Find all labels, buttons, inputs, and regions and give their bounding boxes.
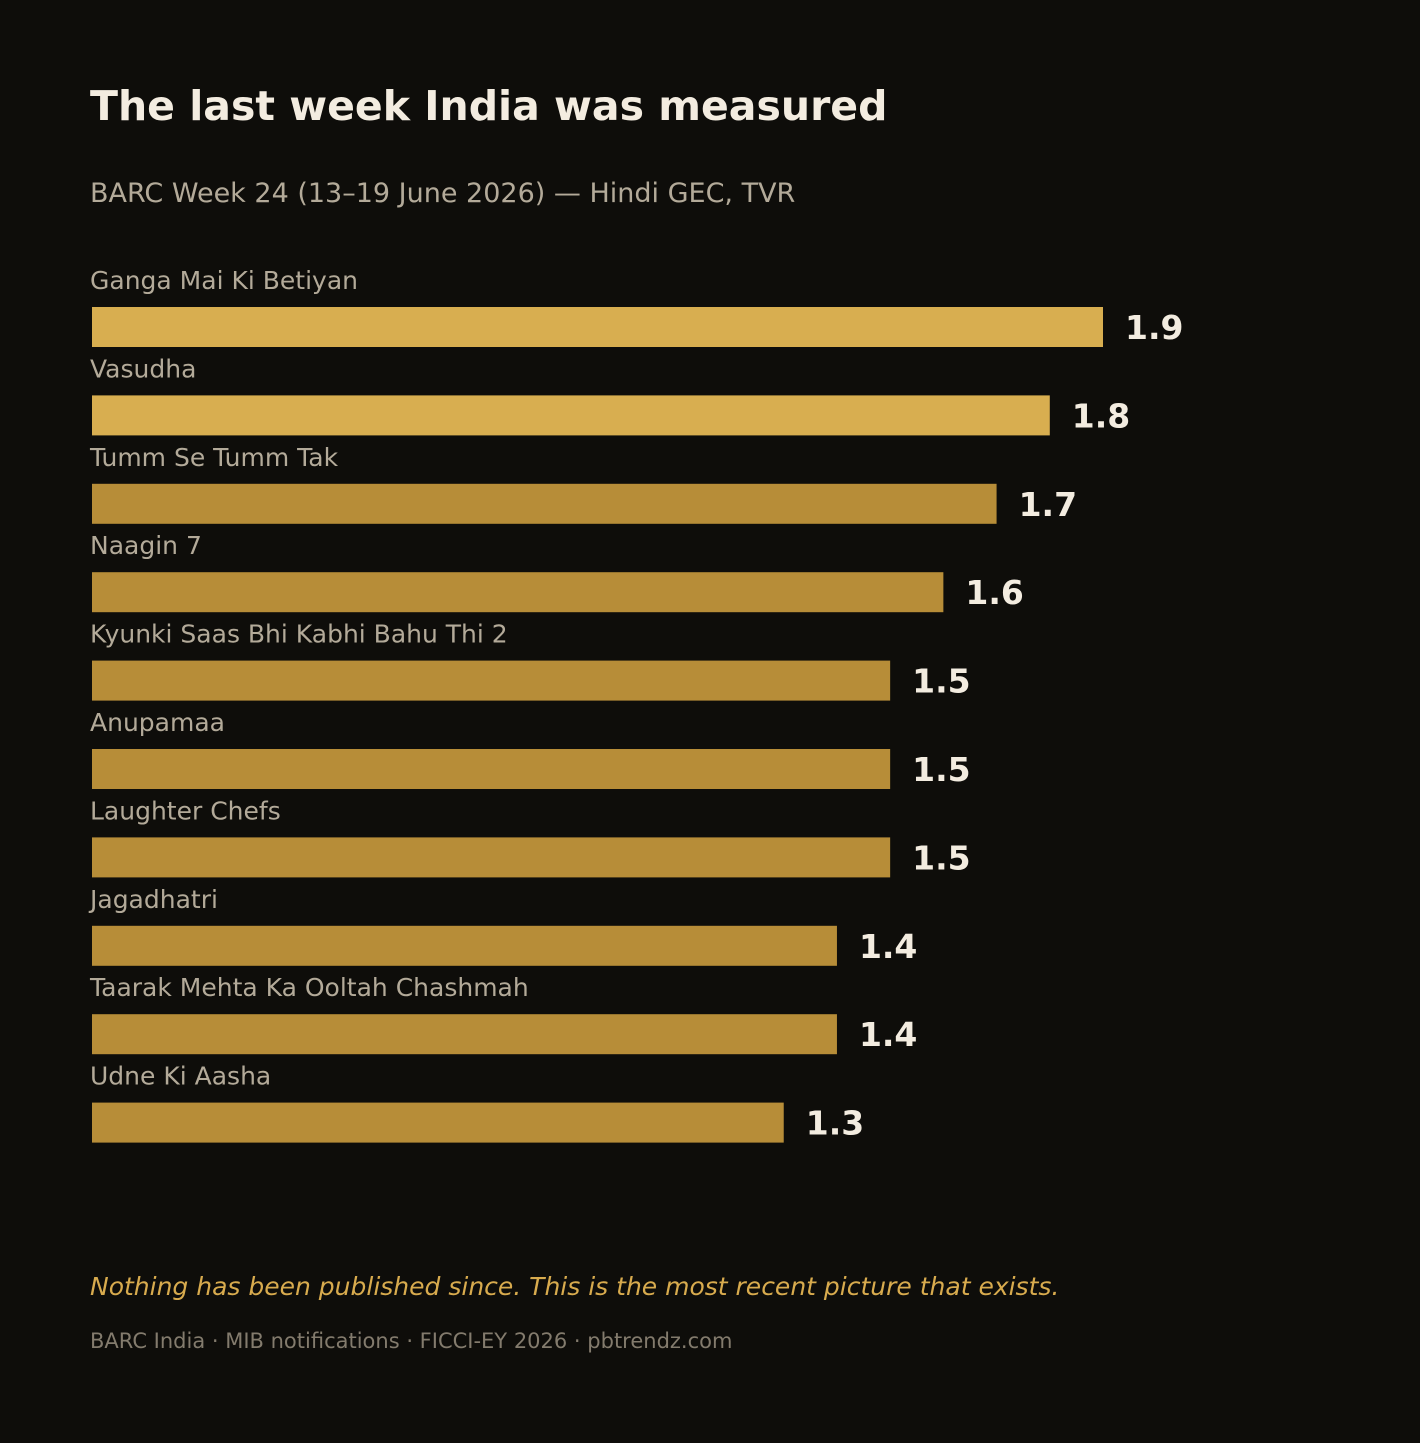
category-label: Naagin 7 [90, 531, 202, 560]
value-label: 1.4 [859, 927, 917, 966]
category-label: Tumm Se Tumm Tak [89, 443, 339, 472]
value-label: 1.3 [806, 1104, 864, 1143]
value-label: 1.4 [859, 1015, 917, 1054]
footer-source: BARC India · MIB notifications · FICCI-E… [90, 1329, 733, 1353]
value-label: 1.7 [1019, 485, 1077, 524]
value-label: 1.5 [912, 662, 970, 701]
bar [92, 483, 997, 524]
bar [92, 572, 944, 613]
category-label: Anupamaa [90, 708, 225, 737]
bar-group: Ganga Mai Ki Betiyan 1.9 Vasudha 1.8 Tumm Se… [88, 266, 1183, 1143]
footer-note: Nothing has been published since. This i… [90, 1272, 1060, 1301]
category-label: Jagadhatri [88, 885, 218, 914]
category-label: Vasudha [90, 354, 196, 383]
value-label: 1.8 [1072, 396, 1130, 435]
bar [92, 1014, 837, 1055]
chart-title: The last week India was measured [90, 82, 888, 130]
category-label: Ganga Mai Ki Betiyan [90, 266, 358, 295]
chart-subtitle: BARC Week 24 (13–19 June 2026) — Hindi G… [90, 178, 796, 209]
bar [92, 925, 837, 966]
bar [92, 660, 891, 701]
category-label: Laughter Chefs [90, 796, 281, 825]
category-label: Udne Ki Aasha [90, 1062, 271, 1091]
category-label: Taarak Mehta Ka Ooltah Chashmah [89, 973, 529, 1002]
bar [92, 307, 1103, 347]
bar-chart: Ganga Mai Ki Betiyan 1.9 Vasudha 1.8 Tumm Se… [88, 266, 1183, 1143]
value-label: 1.5 [912, 750, 970, 789]
bar [92, 1102, 784, 1143]
bar [92, 837, 891, 878]
value-label: 1.5 [912, 838, 970, 877]
value-label: 1.6 [965, 573, 1023, 612]
bar [92, 749, 891, 789]
value-label: 1.9 [1125, 308, 1183, 347]
category-label: Kyunki Saas Bhi Kabhi Bahu Thi 2 [90, 620, 508, 649]
bar [92, 395, 1050, 436]
